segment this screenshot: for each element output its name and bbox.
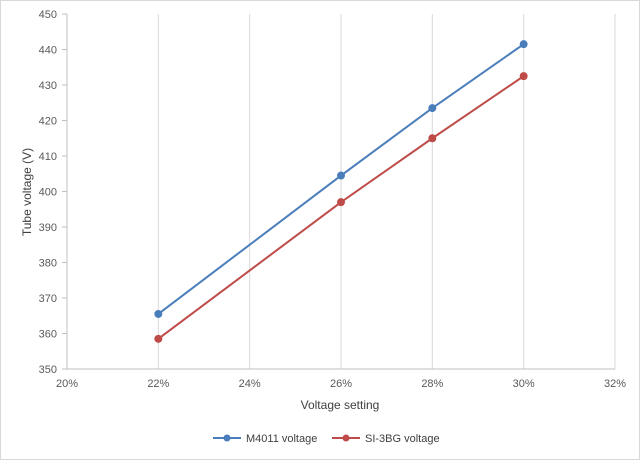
series-2-point xyxy=(154,334,163,343)
x-tick-label: 28% xyxy=(421,378,443,390)
series-1-point xyxy=(337,171,345,180)
x-tick-labels: 20% 22% 24% 26% 28% 30% 32% xyxy=(56,378,626,390)
y-tick-label: 450 xyxy=(39,9,57,21)
y-tick-label: 350 xyxy=(39,364,57,376)
y-tick-label: 440 xyxy=(39,45,57,57)
y-tick-label: 390 xyxy=(39,222,57,234)
x-tick-label: 22% xyxy=(147,378,169,390)
y-tick-label: 410 xyxy=(39,151,57,163)
legend-label: SI-3BG voltage xyxy=(365,433,440,445)
y-tick-label: 380 xyxy=(39,258,57,270)
series-1-point xyxy=(154,309,163,318)
y-tick-label: 360 xyxy=(39,329,57,341)
legend-label: M4011 voltage xyxy=(246,433,317,445)
x-tick-label: 30% xyxy=(513,378,535,390)
y-axis-title: Tube voltage (V) xyxy=(20,148,34,236)
x-tick-label: 32% xyxy=(604,378,626,390)
legend: M4011 voltage SI-3BG voltage xyxy=(213,433,440,445)
legend-swatch-marker xyxy=(223,434,231,442)
series-line-2 xyxy=(157,75,525,340)
y-tick-label: 370 xyxy=(39,293,57,305)
series-2-point xyxy=(519,72,528,81)
series-1-point xyxy=(428,104,437,113)
series-1-point xyxy=(519,40,528,49)
legend-swatch-marker xyxy=(342,434,350,442)
y-tick-labels: 350 360 370 380 390 400 410 420 430 440 450 xyxy=(39,9,57,376)
y-tick-label: 400 xyxy=(39,187,57,199)
axes xyxy=(62,13,615,370)
series-2-point xyxy=(428,134,437,143)
series-line-1 xyxy=(157,43,525,315)
x-tick-label: 24% xyxy=(239,378,261,390)
x-tick-label: 20% xyxy=(56,378,78,390)
x-tick-label: 26% xyxy=(330,378,352,390)
series-layer xyxy=(154,40,528,343)
y-tick-label: 430 xyxy=(39,80,57,92)
y-tick-label: 420 xyxy=(39,116,57,128)
x-axis-title: Voltage setting xyxy=(301,398,380,412)
series-2-point xyxy=(337,198,345,207)
grid-lines xyxy=(157,14,616,369)
